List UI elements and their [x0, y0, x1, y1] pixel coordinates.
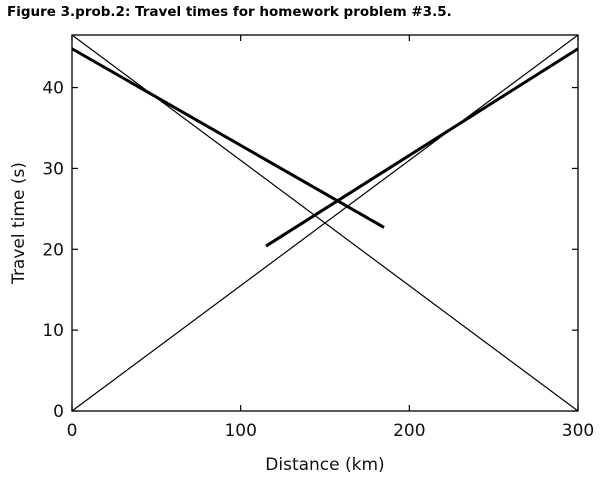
y-tick-label: 30 [42, 159, 64, 179]
x-tick-label: 0 [67, 421, 78, 441]
tick-layer: 0 100 200 300 0 10 20 30 40 [42, 35, 594, 441]
series-layer [71, 34, 579, 412]
y-tick-label: 20 [42, 240, 64, 260]
y-axis-title: Travel time (s) [9, 162, 29, 285]
y-tick-label: 0 [53, 402, 64, 422]
travel-time-line-4 [265, 47, 579, 248]
y-tick-label: 10 [42, 321, 64, 341]
plot-frame [71, 34, 579, 412]
x-tick-label: 100 [224, 421, 256, 441]
figure-caption: Figure 3.prob.2: Travel times for homewo… [7, 4, 452, 20]
x-tick-label: 200 [393, 421, 425, 441]
y-tick-label: 40 [42, 79, 64, 99]
travel-time-line-3 [71, 47, 385, 229]
x-axis-title: Distance (km) [265, 455, 384, 475]
x-tick-label: 300 [562, 421, 594, 441]
